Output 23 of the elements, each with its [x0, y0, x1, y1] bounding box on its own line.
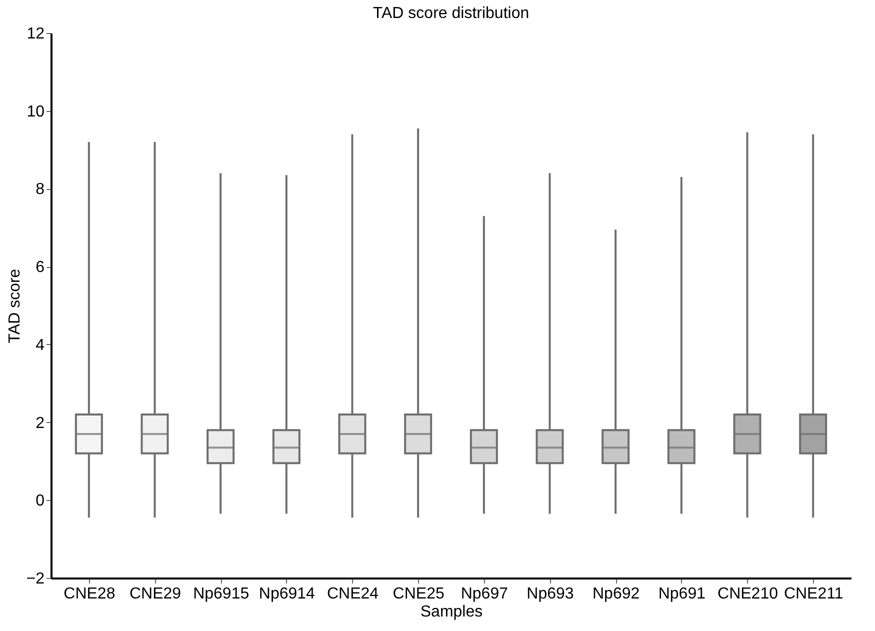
x-tick-label: Np691: [658, 586, 706, 602]
y-tick-label: −2: [26, 570, 45, 588]
y-axis-title: TAD score: [6, 268, 24, 344]
y-tick-label: 12: [26, 26, 45, 42]
chart-title: TAD score distribution: [372, 5, 530, 22]
y-tick-label: 4: [36, 336, 45, 354]
y-tick-label: 6: [36, 259, 45, 276]
x-axis-title: Samples: [420, 604, 483, 620]
x-tick-label: CNE28: [64, 586, 116, 602]
x-tick-label: Np692: [592, 586, 640, 602]
x-tick-label: CNE211: [784, 586, 844, 602]
x-tick-label: Np6914: [258, 586, 316, 602]
x-tick-label: Np693: [526, 586, 574, 602]
x-tick-label: Np6915: [193, 586, 250, 602]
x-tick-label: CNE25: [392, 586, 444, 602]
x-tick-label: CNE29: [129, 586, 182, 602]
y-tick-label: 2: [36, 414, 45, 432]
x-tick-label: CNE210: [718, 586, 778, 602]
x-tick-label: CNE24: [326, 586, 379, 602]
y-tick-label: 10: [26, 103, 45, 120]
x-tick-label: Np697: [460, 586, 508, 602]
y-tick-label: 0: [36, 492, 45, 510]
y-tick-label: 8: [36, 181, 45, 198]
